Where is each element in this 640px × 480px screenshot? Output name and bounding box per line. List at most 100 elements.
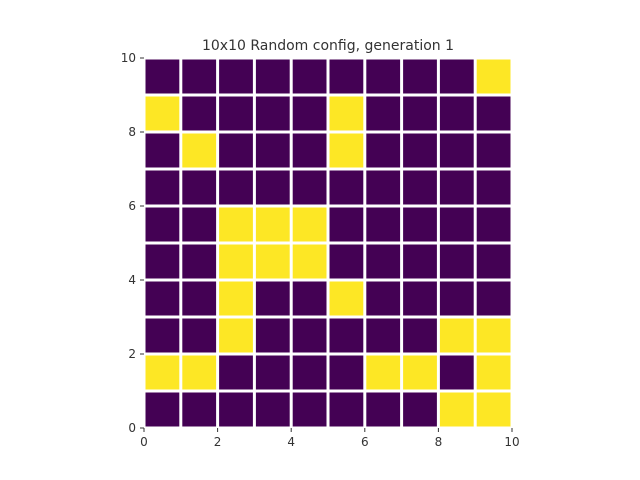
- grid-cell: [329, 59, 364, 94]
- grid-cell: [182, 392, 217, 427]
- grid-cell: [145, 318, 180, 353]
- grid-cell: [219, 318, 253, 353]
- grid-cell: [403, 355, 437, 390]
- grid-cell: [145, 207, 180, 242]
- grid-cell: [182, 59, 217, 94]
- grid-cell: [219, 281, 253, 316]
- grid-cell: [403, 244, 437, 279]
- grid-cell: [292, 96, 327, 131]
- grid-cell: [403, 133, 437, 168]
- grid-cell: [476, 318, 511, 353]
- grid-cell: [145, 133, 180, 168]
- grid-cell: [219, 207, 253, 242]
- grid-cell: [439, 207, 474, 242]
- grid-cell: [403, 392, 437, 427]
- grid-cell: [439, 392, 474, 427]
- x-tick-label: 8: [435, 435, 443, 449]
- grid-cell: [439, 281, 474, 316]
- grid-cell: [145, 244, 180, 279]
- grid-cell: [476, 133, 511, 168]
- y-tick-label: 10: [121, 51, 136, 65]
- grid-cell: [403, 96, 437, 131]
- grid-cell: [439, 59, 474, 94]
- x-tick-label: 0: [140, 435, 148, 449]
- grid-cell: [403, 59, 437, 94]
- grid-cell: [182, 96, 217, 131]
- grid-cell: [255, 133, 290, 168]
- y-tick-label: 8: [128, 125, 136, 139]
- grid-cell: [255, 170, 290, 205]
- grid-cell: [219, 392, 253, 427]
- grid-cell: [476, 96, 511, 131]
- grid-cell: [439, 318, 474, 353]
- grid-cell: [255, 281, 290, 316]
- grid-cell: [182, 244, 217, 279]
- grid-cell: [329, 392, 364, 427]
- grid-cell: [439, 355, 474, 390]
- grid-cell: [255, 96, 290, 131]
- grid-cell: [403, 207, 437, 242]
- grid-cell: [476, 392, 511, 427]
- grid-cell: [145, 170, 180, 205]
- grid-cell: [366, 59, 401, 94]
- x-tick-label: 10: [504, 435, 519, 449]
- grid-cell: [476, 244, 511, 279]
- grid-cell: [145, 59, 180, 94]
- grid-cell: [219, 96, 253, 131]
- grid-cell: [329, 207, 364, 242]
- y-tick-label: 2: [128, 347, 136, 361]
- y-tick-label: 0: [128, 421, 136, 435]
- grid-cell: [329, 318, 364, 353]
- grid-cell: [255, 318, 290, 353]
- grid-cell: [145, 392, 180, 427]
- grid-cell: [476, 281, 511, 316]
- grid-cell: [292, 244, 327, 279]
- grid-cell: [329, 96, 364, 131]
- grid-cell: [329, 170, 364, 205]
- grid-cell: [255, 59, 290, 94]
- grid-cell: [219, 170, 253, 205]
- grid-cell: [292, 392, 327, 427]
- grid-cell: [403, 318, 437, 353]
- x-axis-ticks: 0 2 4 6 8 10: [140, 428, 520, 449]
- grid-cell: [145, 355, 180, 390]
- grid-cell: [366, 170, 401, 205]
- grid-cell: [182, 281, 217, 316]
- grid-cell: [292, 170, 327, 205]
- chart-title: 10x10 Random config, generation 1: [202, 38, 454, 54]
- grid-cell: [255, 207, 290, 242]
- grid-cell: [255, 392, 290, 427]
- grid-cell: [403, 281, 437, 316]
- grid-cell: [366, 133, 401, 168]
- grid-cell: [329, 355, 364, 390]
- grid-cell: [182, 133, 217, 168]
- grid-cell: [292, 355, 327, 390]
- grid-cell: [329, 281, 364, 316]
- grid-cell: [329, 244, 364, 279]
- grid-cell: [476, 207, 511, 242]
- grid-cell: [219, 355, 253, 390]
- grid-cell: [366, 207, 401, 242]
- grid-cell: [145, 281, 180, 316]
- grid-cell: [403, 170, 437, 205]
- grid-cell: [292, 133, 327, 168]
- y-tick-label: 4: [128, 273, 136, 287]
- grid-cell: [366, 392, 401, 427]
- grid-cell: [476, 355, 511, 390]
- grid-cell: [292, 318, 327, 353]
- x-tick-label: 4: [287, 435, 295, 449]
- grid-cell: [476, 170, 511, 205]
- grid-cell: [255, 244, 290, 279]
- x-tick-label: 6: [361, 435, 369, 449]
- y-axis-ticks: 0 2 4 6 8 10: [121, 51, 144, 435]
- x-tick-label: 2: [214, 435, 222, 449]
- grid-cell: [366, 244, 401, 279]
- grid-cell: [366, 281, 401, 316]
- cell-grid: [145, 59, 511, 427]
- grid-cell: [366, 318, 401, 353]
- grid-cell: [145, 96, 180, 131]
- grid-cell: [219, 244, 253, 279]
- grid-cell: [439, 133, 474, 168]
- grid-cell: [439, 244, 474, 279]
- grid-cell: [255, 355, 290, 390]
